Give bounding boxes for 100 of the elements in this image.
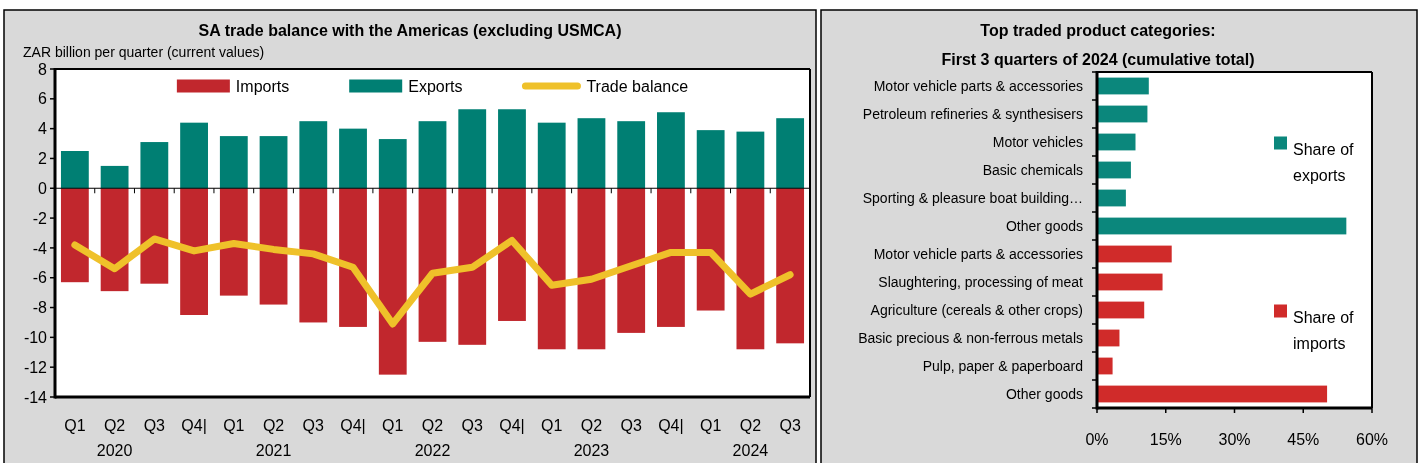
bar xyxy=(657,112,685,189)
bar xyxy=(657,188,685,327)
bar xyxy=(498,109,526,189)
x-tick-label: 15% xyxy=(1149,431,1182,448)
bar xyxy=(418,188,447,342)
x-tick-label: Q3 xyxy=(302,417,325,434)
y-tick-label: -12 xyxy=(23,358,48,376)
y-tick-label: Basic precious & non-ferrous metals xyxy=(858,329,1083,346)
bar xyxy=(299,188,328,323)
bar xyxy=(1097,217,1347,235)
y-tick-label: 4 xyxy=(38,120,48,138)
x-tick-label: Q1 xyxy=(699,417,722,434)
bar xyxy=(577,118,606,189)
y-tick-label: -4 xyxy=(32,239,48,257)
bar xyxy=(617,188,646,333)
bar xyxy=(140,188,169,284)
y-tick-label: Motor vehicle parts & accessories xyxy=(873,77,1083,94)
bar xyxy=(1097,273,1163,291)
bar xyxy=(180,188,208,315)
bar xyxy=(259,136,288,189)
bar xyxy=(60,188,89,283)
bar xyxy=(1097,105,1148,123)
bar xyxy=(299,121,328,189)
y-tick-label: Motor vehicles xyxy=(992,133,1083,150)
x-tick-label: Q4| xyxy=(658,417,684,434)
bar xyxy=(458,109,487,189)
y-tick-label: Slaughtering, processing of meat xyxy=(878,273,1084,290)
x-tick-label: Q4| xyxy=(340,417,366,434)
bar xyxy=(418,121,447,189)
x-tick-label: 60% xyxy=(1355,431,1389,448)
bar xyxy=(378,188,407,375)
text: 2022 xyxy=(414,442,451,459)
bar xyxy=(180,122,208,189)
bar xyxy=(100,188,129,292)
y-tick-label: 2 xyxy=(38,150,48,168)
bar xyxy=(339,128,367,189)
bar xyxy=(219,188,248,296)
y-tick-label: -6 xyxy=(32,269,48,287)
bar xyxy=(259,188,288,305)
bar xyxy=(498,188,526,321)
bar xyxy=(776,188,805,344)
text: 2020 xyxy=(96,442,133,459)
legend-label: Share of exports xyxy=(1293,140,1355,184)
bar xyxy=(1097,161,1131,179)
chart-title: Top traded product categories: xyxy=(980,22,1216,39)
bar xyxy=(140,142,169,189)
x-tick-label: Q3 xyxy=(779,417,801,434)
x-tick-label: 0% xyxy=(1085,431,1109,448)
bar xyxy=(736,188,765,350)
x-tick-label: Q3 xyxy=(620,417,642,434)
y-tick-label: Petroleum refineries & synthesisers xyxy=(862,105,1083,122)
bar xyxy=(1097,77,1149,95)
bar xyxy=(458,188,487,345)
bar xyxy=(776,118,805,189)
y-tick-label: Basic chemicals xyxy=(982,161,1083,178)
text: 2024 xyxy=(732,442,769,459)
x-tick-label: Q2 xyxy=(421,417,444,434)
bar xyxy=(1097,385,1328,403)
y-tick-label: Pulp, paper & paperboard xyxy=(922,357,1083,374)
x-tick-label: Q3 xyxy=(143,417,166,434)
bar xyxy=(219,136,248,189)
y-tick-label: Other goods xyxy=(1005,217,1083,234)
bar xyxy=(577,188,606,350)
bar xyxy=(617,121,646,189)
x-tick-label: Q2 xyxy=(739,417,762,434)
bar xyxy=(100,165,129,189)
legend-label: Trade balance xyxy=(586,77,689,95)
text: 2021 xyxy=(255,442,292,459)
y-tick-label: Motor vehicle parts & accessories xyxy=(873,245,1083,262)
bar xyxy=(1097,133,1136,151)
legend-label: Share of imports xyxy=(1293,308,1355,352)
x-tick-label: Q4| xyxy=(181,417,207,434)
bar xyxy=(378,139,407,189)
x-tick-label: Q1 xyxy=(541,417,563,434)
y-tick-label: Agriculture (cereals & other crops) xyxy=(870,301,1083,318)
legend-label: Imports xyxy=(235,77,290,95)
y-tick-label: -10 xyxy=(23,328,48,346)
x-tick-label: Q1 xyxy=(382,417,404,434)
x-tick-label: Q2 xyxy=(103,417,126,434)
x-tick-label: 45% xyxy=(1287,431,1320,448)
y-axis-title: ZAR billion per quarter (current values) xyxy=(23,44,265,60)
y-tick-label: Other goods xyxy=(1005,385,1083,402)
x-tick-label: Q4| xyxy=(499,417,525,434)
y-tick-label: -8 xyxy=(32,299,48,317)
bar xyxy=(1097,301,1145,319)
y-tick-label: 6 xyxy=(38,90,48,108)
chart-subtitle: First 3 quarters of 2024 (cumulative total) xyxy=(941,51,1255,68)
bar xyxy=(696,188,725,311)
legend-label: Exports xyxy=(408,77,463,95)
x-tick-label: Q2 xyxy=(262,417,285,434)
x-tick-label: Q2 xyxy=(580,417,603,434)
bar xyxy=(736,131,765,189)
y-tick-label: -14 xyxy=(23,388,48,406)
x-tick-label: Q1 xyxy=(223,417,245,434)
text: 2023 xyxy=(573,442,610,459)
bar xyxy=(1097,245,1172,263)
y-tick-label: 0 xyxy=(38,179,48,197)
bar xyxy=(537,188,566,350)
x-tick-label: 30% xyxy=(1218,431,1251,448)
y-tick-label: Sporting & pleasure boat building… xyxy=(862,189,1083,206)
